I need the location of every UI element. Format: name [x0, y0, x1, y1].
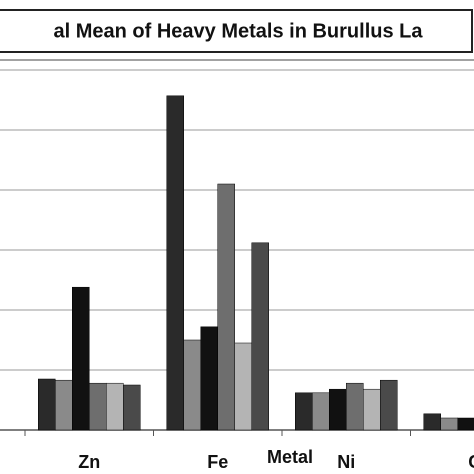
bar [457, 417, 474, 431]
x-tick-label: Fe [207, 452, 228, 472]
bar [440, 417, 458, 431]
bar [38, 378, 56, 431]
x-tick-label: Zn [78, 452, 100, 472]
x-tick-label: Ni [337, 452, 355, 472]
bar [295, 392, 313, 431]
bar [380, 379, 398, 431]
bar [234, 342, 252, 431]
bar [72, 286, 90, 431]
bar [346, 382, 364, 431]
bar [363, 388, 381, 431]
bar [106, 382, 124, 431]
bar [200, 326, 218, 431]
bar [89, 382, 107, 431]
bar [329, 388, 347, 431]
x-axis-label: Metal [267, 447, 313, 467]
bar [312, 392, 330, 431]
bar [183, 339, 201, 431]
title-box [0, 9, 473, 53]
bar [166, 95, 184, 431]
bar [217, 183, 235, 431]
x-tick-label: C [468, 452, 474, 472]
chart-title: al Mean of Heavy Metals in Burullus La [54, 20, 424, 42]
bar [123, 384, 141, 431]
bar [251, 242, 269, 431]
bar [423, 413, 441, 431]
bar [55, 379, 73, 431]
